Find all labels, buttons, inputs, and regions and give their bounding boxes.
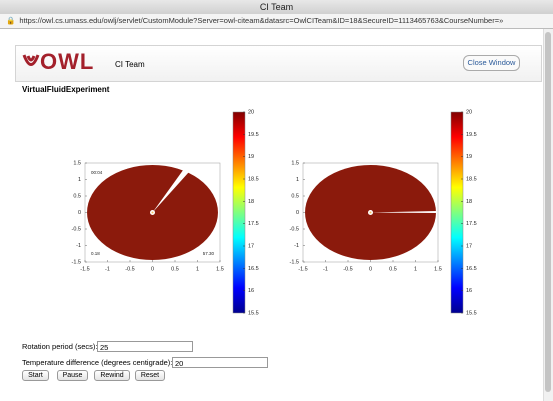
button[interactable]: Start (22, 370, 49, 381)
close-button[interactable]: Close Window (463, 55, 520, 71)
field-label: Temperature difference (degrees centigra… (22, 358, 173, 367)
colorbar-tick-label: 16 (248, 288, 254, 294)
y-tick-label: 1 (296, 177, 299, 183)
text-input[interactable]: 20 (172, 357, 268, 368)
colorbar-tick-label: 16 (466, 288, 472, 294)
annotation: 00:04 (91, 170, 103, 175)
colorbar-tick-label: 16.5 (248, 266, 259, 272)
x-tick-label: 0 (151, 266, 154, 272)
colorbar-tick-label: 16.5 (466, 266, 477, 272)
y-tick-label: 0.5 (73, 193, 81, 199)
center-dot (151, 211, 154, 214)
scroll-thumb[interactable] (545, 32, 551, 392)
logo: OWL (40, 49, 95, 74)
colorbar-tick-label: 20 (248, 109, 254, 115)
y-tick-label: -0.5 (290, 226, 299, 232)
dye-streak (370, 211, 437, 213)
annotation: 57.30 (203, 251, 215, 256)
y-tick-label: 1.5 (73, 160, 81, 166)
window-title: CI Team (0, 0, 553, 14)
x-tick-label: -1 (105, 266, 110, 272)
header (15, 45, 542, 82)
colorbar-tick-label: 15.5 (466, 310, 477, 316)
y-tick-label: -1 (76, 243, 81, 249)
x-tick-label: -1.5 (298, 266, 307, 272)
x-tick-label: -1 (323, 266, 328, 272)
annotation: 0.18 (91, 251, 100, 256)
colorbar-tick-label: 17.5 (466, 221, 477, 227)
y-tick-label: 1 (78, 177, 81, 183)
colorbar-tick-label: 17.5 (248, 221, 259, 227)
field-label: Rotation period (secs): (22, 342, 98, 351)
x-tick-label: 1 (414, 266, 417, 272)
text-input[interactable]: 25 (97, 341, 193, 352)
button[interactable]: Rewind (94, 370, 130, 381)
x-tick-label: 1 (196, 266, 199, 272)
x-tick-label: 0 (369, 266, 372, 272)
colorbar-tick-label: 19.5 (466, 132, 477, 138)
center-dot (369, 211, 372, 214)
button[interactable]: Pause (57, 370, 88, 381)
colorbar-tick-label: 18 (466, 199, 472, 205)
y-tick-label: -1.5 (290, 259, 299, 265)
experiment-title: VirtualFluidExperiment (22, 85, 110, 94)
y-tick-label: -0.5 (72, 226, 81, 232)
colorbar-tick-label: 18.5 (466, 176, 477, 182)
y-tick-label: 0 (78, 210, 81, 216)
logo-icon (22, 54, 40, 66)
x-tick-label: -0.5 (343, 266, 352, 272)
x-tick-label: -0.5 (125, 266, 134, 272)
colorbar-tick-label: 19 (248, 154, 254, 160)
x-tick-label: 0.5 (171, 266, 179, 272)
colorbar-tick-label: 17 (466, 243, 472, 249)
colorbar-tick-label: 18.5 (248, 176, 259, 182)
x-tick-label: -1.5 (80, 266, 89, 272)
x-tick-label: 1.5 (434, 266, 442, 272)
colorbar (450, 111, 464, 314)
y-tick-label: 1.5 (291, 160, 299, 166)
url: https://owl.cs.umass.edu/owlj/servlet/Cu… (19, 16, 504, 25)
colorbar-tick-label: 19.5 (248, 132, 259, 138)
y-tick-label: -1.5 (72, 259, 81, 265)
y-tick-label: 0.5 (291, 193, 299, 199)
dye-wedge (152, 169, 189, 213)
colorbar-tick-label: 18 (248, 199, 254, 205)
x-tick-label: 0.5 (389, 266, 397, 272)
button[interactable]: Reset (135, 370, 165, 381)
y-tick-label: -1 (294, 243, 299, 249)
colorbar-tick-label: 17 (248, 243, 254, 249)
course-name: CI Team (115, 60, 145, 69)
colorbar-tick-label: 19 (466, 154, 472, 160)
y-tick-label: 0 (296, 210, 299, 216)
colorbar-tick-label: 15.5 (248, 310, 259, 316)
colorbar-tick-label: 20 (466, 109, 472, 115)
x-tick-label: 1.5 (216, 266, 224, 272)
address-bar[interactable]: 🔒 https://owl.cs.umass.edu/owlj/servlet/C… (0, 14, 553, 29)
colorbar (232, 111, 246, 314)
